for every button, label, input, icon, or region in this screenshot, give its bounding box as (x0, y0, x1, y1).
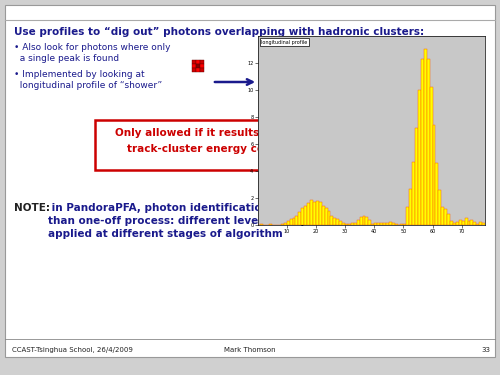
Bar (482, 223, 485, 225)
Bar (196, 64, 200, 68)
Bar (292, 218, 296, 225)
Bar (421, 59, 424, 225)
Bar (386, 223, 389, 225)
Bar (389, 222, 392, 225)
Bar (426, 59, 430, 225)
Bar (468, 221, 470, 225)
Bar (284, 223, 286, 225)
Bar (296, 216, 298, 225)
Bar (366, 217, 368, 225)
Bar (474, 222, 476, 225)
Bar (470, 220, 474, 225)
Bar (400, 224, 404, 225)
Bar (430, 87, 432, 225)
Bar (316, 201, 319, 225)
Bar (319, 202, 322, 225)
Text: Use profiles to “dig out” photons overlapping with hadronic clusters:: Use profiles to “dig out” photons overla… (14, 27, 424, 37)
Bar (392, 223, 394, 225)
Text: track-cluster energy consistency…: track-cluster energy consistency… (128, 144, 330, 154)
Bar (406, 207, 409, 225)
Text: applied at different stages of algorithm: applied at different stages of algorithm (48, 229, 283, 239)
Bar (368, 220, 371, 225)
Bar (351, 224, 354, 225)
Bar (479, 222, 482, 225)
Bar (345, 224, 348, 225)
Bar (356, 220, 360, 225)
Text: • Also look for photons where only: • Also look for photons where only (14, 43, 170, 52)
Bar (450, 221, 453, 225)
Bar (442, 207, 444, 225)
Bar (196, 60, 200, 64)
Bar (200, 60, 204, 64)
Bar (324, 209, 328, 225)
Bar (336, 219, 339, 225)
Bar (339, 221, 342, 225)
Bar (360, 217, 362, 225)
Text: Mark Thomson: Mark Thomson (224, 347, 276, 353)
Bar (298, 212, 301, 225)
Text: CCAST-Tsinghua School, 26/4/2009: CCAST-Tsinghua School, 26/4/2009 (12, 347, 133, 353)
Bar (394, 224, 398, 225)
Bar (200, 68, 204, 72)
Bar (313, 202, 316, 225)
Bar (456, 222, 459, 225)
Bar (307, 203, 310, 225)
Bar (415, 128, 418, 225)
Bar (383, 224, 386, 225)
Bar (412, 162, 415, 225)
Bar (459, 220, 462, 225)
Bar (447, 213, 450, 225)
Bar (281, 224, 284, 225)
Text: NOTE:: NOTE: (14, 203, 50, 213)
Bar (374, 223, 377, 225)
Bar (409, 189, 412, 225)
Text: a single peak is found: a single peak is found (14, 54, 119, 63)
Bar (192, 68, 196, 72)
Bar (310, 200, 313, 225)
Bar (436, 164, 438, 225)
Bar (444, 209, 447, 225)
Bar (290, 219, 292, 225)
Bar (438, 190, 442, 225)
Bar (362, 216, 366, 225)
Bar (354, 222, 356, 225)
Bar (200, 64, 204, 68)
Bar (328, 211, 330, 225)
Bar (404, 224, 406, 225)
Text: than one-off process: different levels of sophistication: than one-off process: different levels o… (48, 216, 370, 226)
Bar (432, 125, 436, 225)
Bar (380, 222, 383, 225)
Text: • Implemented by looking at: • Implemented by looking at (14, 70, 144, 79)
Bar (304, 206, 307, 225)
Text: 33: 33 (481, 347, 490, 353)
Text: in PandoraPFA, photon identification is an “iterative”, rather: in PandoraPFA, photon identification is … (48, 203, 413, 213)
Bar (334, 218, 336, 225)
Text: Only allowed if it results in acceptable: Only allowed if it results in acceptable (116, 128, 342, 138)
Bar (301, 208, 304, 225)
Bar (464, 218, 468, 225)
Bar (348, 224, 351, 225)
Bar (476, 224, 479, 225)
Bar (322, 206, 324, 225)
Bar (377, 224, 380, 225)
Bar (269, 224, 272, 225)
Bar (453, 223, 456, 225)
Bar (192, 60, 196, 64)
Bar (196, 68, 200, 72)
Bar (286, 221, 290, 225)
Bar (330, 216, 334, 225)
Bar (371, 224, 374, 225)
Bar (424, 49, 426, 225)
Bar (342, 223, 345, 225)
Bar (462, 221, 464, 225)
Bar (418, 90, 421, 225)
Bar (192, 64, 196, 68)
Text: longitudinal profile of “shower”: longitudinal profile of “shower” (14, 81, 162, 90)
Bar (95, 120, 363, 170)
Legend: longitudinal profile: longitudinal profile (260, 38, 309, 46)
